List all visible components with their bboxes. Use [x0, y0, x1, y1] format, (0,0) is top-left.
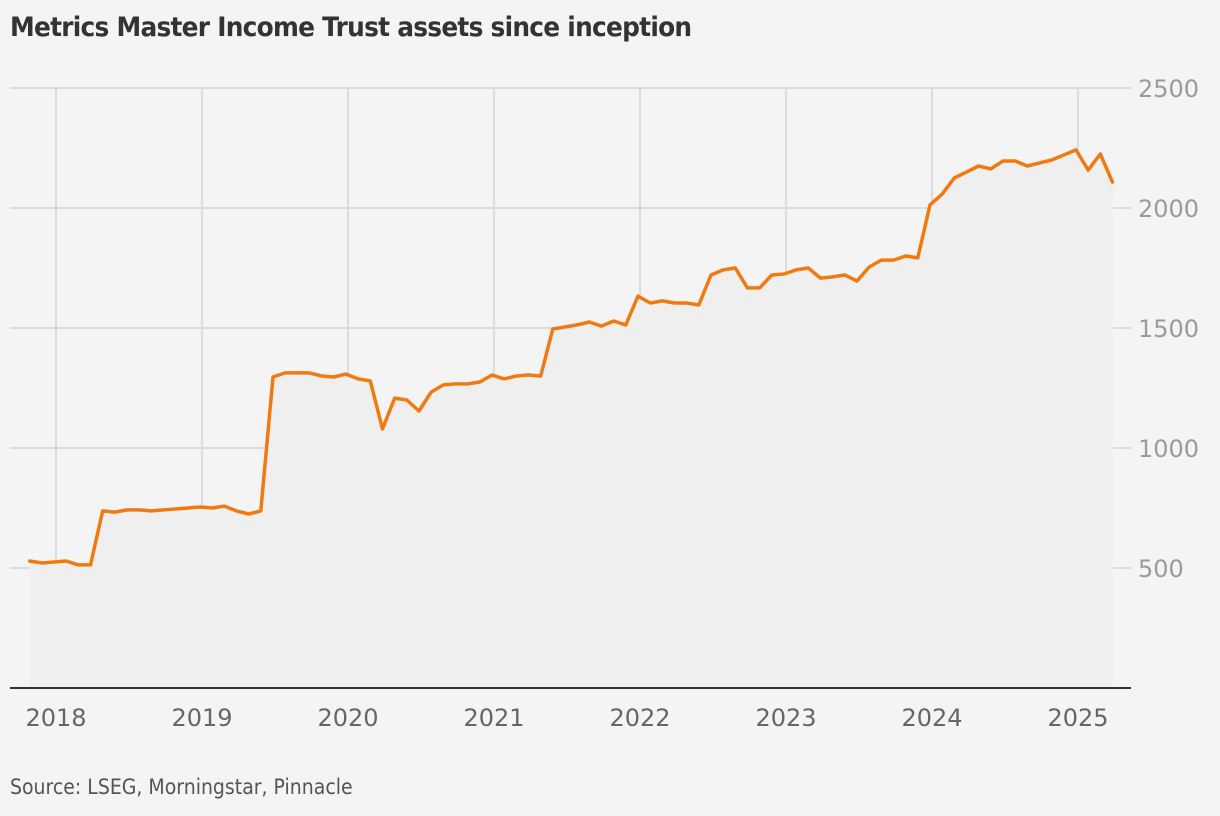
y-tick-label: 1000: [1138, 435, 1199, 463]
x-tick-label: 2019: [171, 704, 232, 732]
y-tick-label: 2000: [1138, 195, 1199, 223]
x-tick-label: 2023: [755, 704, 816, 732]
x-tick-label: 2025: [1047, 704, 1108, 732]
x-tick-label: 2020: [317, 704, 378, 732]
x-tick-label: 2024: [901, 704, 962, 732]
y-tick-label: 1500: [1138, 315, 1199, 343]
y-tick-label: 2500: [1138, 75, 1199, 103]
x-axis-labels: 2018 2019 2020 2021 2022 2023 2024 2025: [25, 704, 1108, 732]
x-tick-label: 2018: [25, 704, 86, 732]
area-fill: [29, 149, 1113, 688]
assets-line: [27, 148, 1115, 567]
y-axis-labels: 500 1000 1500 2000 2500: [1138, 75, 1199, 583]
x-tick-label: 2022: [609, 704, 670, 732]
source-note: Source: LSEG, Morningstar, Pinnacle: [10, 775, 353, 799]
chart-title: Metrics Master Income Trust assets since…: [10, 12, 692, 43]
x-tick-label: 2021: [463, 704, 524, 732]
y-tick-label: 500: [1138, 555, 1184, 583]
